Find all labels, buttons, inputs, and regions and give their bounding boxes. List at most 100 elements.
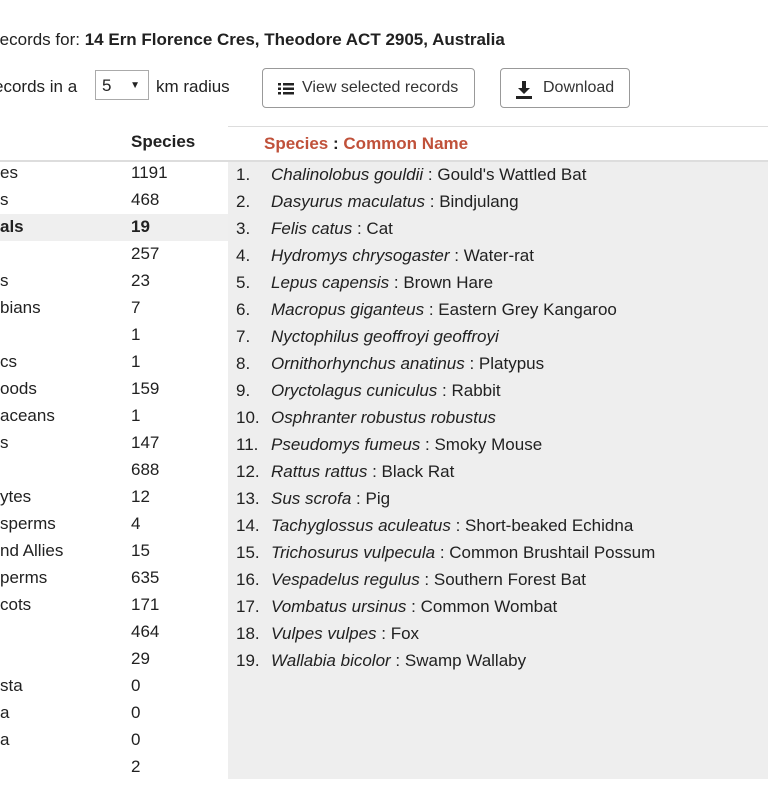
group-row[interactable]: sta 0 [0,673,228,700]
species-list-item: 19. Wallabia bicolor : Swamp Wallaby [228,648,768,675]
species-separator: : [437,381,452,400]
species-scientific-name-link[interactable]: Lepus capensis [271,273,390,292]
group-count: 0 [131,730,141,749]
group-row[interactable]: 29 [0,646,228,673]
group-row[interactable]: s 468 [0,187,228,214]
records-heading: records for: 14 Ern Florence Cres, Theod… [0,30,505,50]
group-row[interactable]: nd Allies 15 [0,538,228,565]
species-separator: : [424,300,439,319]
species-common-name: Brown Hare [403,273,494,292]
group-row[interactable]: perms 635 [0,565,228,592]
species-separator: : [352,219,367,238]
species-list-item: 8. Ornithorhynchus anatinus : Platypus [228,351,768,378]
species-scientific-name-link[interactable]: Vespadelus regulus [271,570,420,589]
species-separator: : [351,489,366,508]
species-entry: Tachyglossus aculeatus : Short-beaked Ec… [271,516,633,536]
species-entry: Vulpes vulpes : Fox [271,624,419,644]
group-row[interactable]: ytes 12 [0,484,228,511]
group-row[interactable]: 2 [0,754,228,781]
group-name: nd Allies [0,541,64,560]
species-list-item: 10. Osphranter robustus robustus [228,405,768,432]
species-list-item: 6. Macropus giganteus : Eastern Grey Kang… [228,297,768,324]
group-row[interactable]: aceans 1 [0,403,228,430]
species-scientific-name-link[interactable]: Ornithorhynchus anatinus [271,354,465,373]
group-count: 464 [131,622,160,641]
species-number: 15. [236,543,260,562]
group-name: s [0,433,9,452]
species-common-name: Fox [390,624,420,643]
download-label: Download [543,79,615,96]
species-separator: : [367,462,382,481]
species-separator: : [389,273,404,292]
group-count: 1 [131,352,141,371]
group-name: cs [0,352,17,371]
species-scientific-name-link[interactable]: Pseudomys fumeus [271,435,421,454]
species-number: 11. [236,435,259,454]
group-row[interactable]: cots 171 [0,592,228,619]
species-scientific-name-link[interactable]: Oryctolagus cuniculus [271,381,438,400]
view-selected-records-button[interactable]: View selected records [262,68,475,108]
group-name: es [0,163,18,182]
species-scientific-name-link[interactable]: Chalinolobus gouldii [271,165,424,184]
species-number: 7. [236,327,251,346]
species-common-name: Southern Forest Bat [433,570,587,589]
group-count: 1 [131,406,141,425]
species-entry: Chalinolobus gouldii : Gould's Wattled B… [271,165,586,185]
species-scientific-name-link[interactable]: Felis catus [271,219,353,238]
group-row[interactable]: 688 [0,457,228,484]
species-entry: Rattus rattus : Black Rat [271,462,454,482]
species-scientific-name-link[interactable]: Hydromys chrysogaster [271,246,450,265]
group-row[interactable]: bians 7 [0,295,228,322]
species-scientific-name-link[interactable]: Sus scrofa [271,489,352,508]
group-name: oods [0,379,37,398]
group-row[interactable]: s 147 [0,430,228,457]
species-scientific-name-link[interactable]: Osphranter robustus robustus [271,408,496,427]
download-button[interactable]: Download [500,68,630,108]
group-count: 688 [131,460,160,479]
species-common-name: Short-beaked Echidna [465,516,634,535]
group-name: perms [0,568,48,587]
group-count: 159 [131,379,160,398]
group-row[interactable]: s 23 [0,268,228,295]
species-number: 8. [236,354,251,373]
group-row[interactable]: sperms 4 [0,511,228,538]
heading-prefix: records for: [0,30,80,49]
species-entry: Trichosurus vulpecula : Common Brushtail… [271,543,655,563]
species-entry: Wallabia bicolor : Swamp Wallaby [271,651,526,671]
group-count: 4 [131,514,141,533]
group-count: 23 [131,271,150,290]
header-common-name: Common Name [343,134,469,153]
species-number: 5. [236,273,251,292]
species-scientific-name-link[interactable]: Nyctophilus geoffroyi geoffroyi [271,327,499,346]
radius-select[interactable]: 5 ▼ [95,70,149,100]
species-separator: : [425,192,440,211]
group-row[interactable]: 464 [0,619,228,646]
group-row[interactable]: 257 [0,241,228,268]
species-scientific-name-link[interactable]: Vulpes vulpes [271,624,377,643]
species-number: 4. [236,246,251,265]
species-scientific-name-link[interactable]: Tachyglossus aculeatus [271,516,451,535]
species-scientific-name-link[interactable]: Wallabia bicolor [271,651,391,670]
group-row[interactable]: 1 [0,322,228,349]
species-list-item: 3. Felis catus : Cat [228,216,768,243]
species-separator: : [419,570,434,589]
heading-address: 14 Ern Florence Cres, Theodore ACT 2905,… [84,30,505,49]
species-scientific-name-link[interactable]: Vombatus ursinus [271,597,407,616]
group-row[interactable]: als 19 [0,214,228,241]
species-scientific-name-link[interactable]: Rattus rattus [271,462,368,481]
species-list-item: 4. Hydromys chrysogaster : Water-rat [228,243,768,270]
species-scientific-name-link[interactable]: Trichosurus vulpecula [271,543,436,562]
group-row[interactable]: cs 1 [0,349,228,376]
species-scientific-name-link[interactable]: Macropus giganteus [271,300,425,319]
download-icon [516,81,532,99]
species-number: 10. [236,408,260,427]
group-count: 635 [131,568,160,587]
species-header-divider [228,160,768,162]
group-row[interactable]: es 1191 [0,160,228,187]
species-common-name: Platypus [478,354,545,373]
species-list: 1. Chalinolobus gouldii : Gould's Wattled… [228,162,768,675]
group-row[interactable]: oods 159 [0,376,228,403]
species-scientific-name-link[interactable]: Dasyurus maculatus [271,192,426,211]
